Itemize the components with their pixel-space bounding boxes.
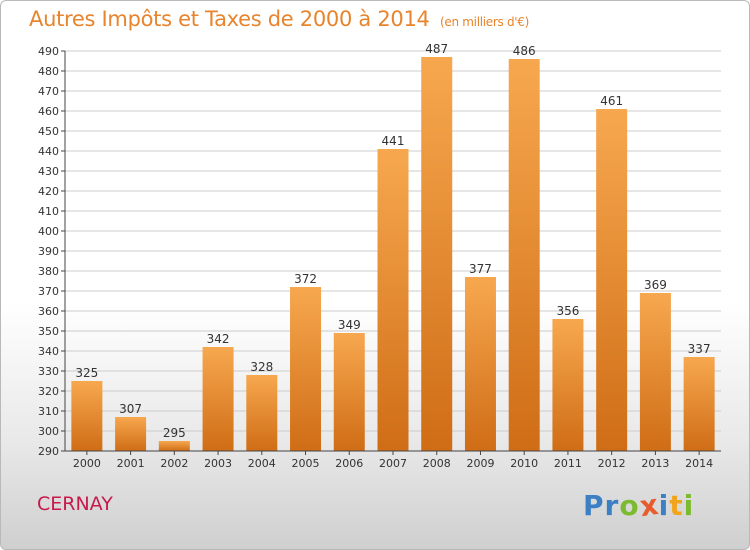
x-tick-label-2008: 2008 — [423, 457, 451, 470]
data-label-2002: 295 — [163, 426, 186, 440]
data-label-2005: 372 — [294, 272, 317, 286]
y-tick-label: 330 — [38, 365, 59, 378]
logo-letter: o — [619, 489, 640, 522]
x-tick-label-2003: 2003 — [204, 457, 232, 470]
x-tick-label-2010: 2010 — [510, 457, 538, 470]
bar-2003 — [202, 347, 234, 451]
logo-letter: P — [583, 489, 605, 522]
bars: 325 307 295 342 328 372 349 441 487 377 486 356 461 3… — [71, 42, 715, 451]
y-tick-label: 290 — [38, 445, 59, 458]
logo-letter: t — [669, 489, 684, 522]
y-tick-label: 490 — [38, 45, 59, 58]
bar-2001 — [115, 417, 147, 451]
data-label-2003: 342 — [207, 332, 230, 346]
bar-2006 — [333, 333, 365, 451]
y-tick-label: 480 — [38, 65, 59, 78]
y-tick-label: 450 — [38, 125, 59, 138]
bar-2013 — [639, 293, 671, 451]
x-tick-label-2012: 2012 — [598, 457, 626, 470]
y-tick-label: 320 — [38, 385, 59, 398]
bar-2000 — [71, 381, 103, 451]
x-tick-label-2011: 2011 — [554, 457, 582, 470]
data-label-2012: 461 — [600, 94, 623, 108]
chart-unit: (en milliers d'€) — [440, 15, 530, 29]
bar-2005 — [290, 287, 322, 451]
y-tick-label: 310 — [38, 405, 59, 418]
y-tick-label: 420 — [38, 185, 59, 198]
bar-2009 — [464, 277, 496, 451]
data-label-2009: 377 — [469, 262, 492, 276]
x-tick-label-2007: 2007 — [379, 457, 407, 470]
data-label-2004: 328 — [250, 360, 273, 374]
y-tick-label: 350 — [38, 325, 59, 338]
data-label-2001: 307 — [119, 402, 142, 416]
logo-letter: r — [604, 489, 620, 522]
logo-letter: i — [683, 489, 695, 522]
chart-title-text: Autres Impôts et Taxes de 2000 à 2014 — [29, 7, 430, 31]
x-tick-label-2013: 2013 — [641, 457, 669, 470]
chart-title: Autres Impôts et Taxes de 2000 à 2014 (e… — [29, 7, 529, 31]
bar-2008 — [421, 57, 453, 451]
y-tick-label: 340 — [38, 345, 59, 358]
y-tick-label: 400 — [38, 225, 59, 238]
data-label-2014: 337 — [688, 342, 711, 356]
proxiti-logo[interactable]: Proxiti — [583, 487, 695, 524]
x-tick-label-2009: 2009 — [466, 457, 494, 470]
data-label-2007: 441 — [382, 134, 405, 148]
x-tick-label-2006: 2006 — [335, 457, 363, 470]
y-tick-label: 300 — [38, 425, 59, 438]
y-tick-label: 410 — [38, 205, 59, 218]
y-tick-label: 430 — [38, 165, 59, 178]
data-label-2011: 356 — [556, 304, 579, 318]
logo-letter: x — [637, 487, 661, 524]
bar-2002 — [158, 441, 190, 451]
data-label-2008: 487 — [425, 42, 448, 56]
bar-2010 — [508, 59, 540, 451]
data-label-2013: 369 — [644, 278, 667, 292]
data-label-2000: 325 — [75, 366, 98, 380]
bar-2011 — [552, 319, 584, 451]
x-tick-label-2004: 2004 — [248, 457, 276, 470]
y-tick-label: 470 — [38, 85, 59, 98]
bar-2012 — [596, 109, 628, 451]
y-tick-label: 380 — [38, 265, 59, 278]
y-tick-label: 370 — [38, 285, 59, 298]
axes: 290 300 310 320 330 340 350 360 370 380 390 400 410 4… — [38, 45, 721, 470]
logo-letter: i — [658, 489, 670, 522]
y-tick-label: 460 — [38, 105, 59, 118]
y-tick-label: 390 — [38, 245, 59, 258]
x-tick-label-2000: 2000 — [73, 457, 101, 470]
bar-2004 — [246, 375, 278, 451]
bar-2014 — [683, 357, 715, 451]
y-tick-label: 360 — [38, 305, 59, 318]
x-tick-label-2002: 2002 — [160, 457, 188, 470]
x-tick-label-2005: 2005 — [292, 457, 320, 470]
place-name: CERNAY — [37, 493, 113, 515]
y-tick-label: 440 — [38, 145, 59, 158]
data-label-2006: 349 — [338, 318, 361, 332]
x-tick-label-2014: 2014 — [685, 457, 713, 470]
bar-2007 — [377, 149, 409, 451]
x-tick-label-2001: 2001 — [117, 457, 145, 470]
data-label-2010: 486 — [513, 44, 536, 58]
